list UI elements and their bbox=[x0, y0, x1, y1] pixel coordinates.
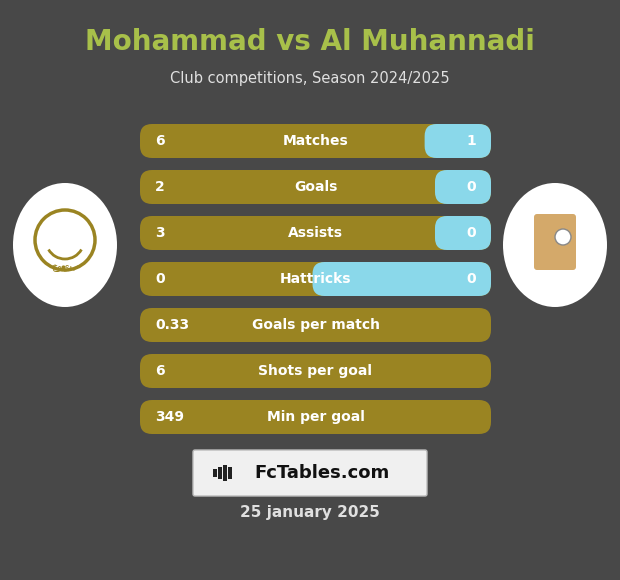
Text: خويب: خويب bbox=[51, 262, 79, 272]
FancyBboxPatch shape bbox=[140, 400, 491, 434]
Bar bbox=[228, 467, 231, 479]
Text: Hattricks: Hattricks bbox=[280, 272, 352, 286]
Text: 6: 6 bbox=[155, 364, 165, 378]
Text: 1: 1 bbox=[466, 134, 476, 148]
Circle shape bbox=[555, 229, 571, 245]
FancyBboxPatch shape bbox=[140, 262, 491, 296]
Text: 6: 6 bbox=[155, 134, 165, 148]
Text: 0: 0 bbox=[466, 272, 476, 286]
Text: Mohammad vs Al Muhannadi: Mohammad vs Al Muhannadi bbox=[85, 28, 535, 56]
Bar bbox=[223, 465, 226, 481]
FancyBboxPatch shape bbox=[140, 124, 491, 158]
Text: 349: 349 bbox=[155, 410, 184, 424]
FancyBboxPatch shape bbox=[140, 308, 491, 342]
Text: 0: 0 bbox=[155, 272, 165, 286]
Ellipse shape bbox=[13, 183, 117, 307]
Text: 3: 3 bbox=[155, 226, 165, 240]
Bar bbox=[213, 469, 216, 477]
Text: Matches: Matches bbox=[283, 134, 348, 148]
Text: Goals per match: Goals per match bbox=[252, 318, 379, 332]
FancyBboxPatch shape bbox=[425, 124, 491, 158]
FancyBboxPatch shape bbox=[193, 450, 427, 496]
FancyBboxPatch shape bbox=[435, 216, 491, 250]
Text: 0: 0 bbox=[466, 180, 476, 194]
Text: 2: 2 bbox=[155, 180, 165, 194]
Text: Min per goal: Min per goal bbox=[267, 410, 365, 424]
Ellipse shape bbox=[503, 183, 607, 307]
Text: Shots per goal: Shots per goal bbox=[259, 364, 373, 378]
Bar bbox=[218, 467, 221, 479]
Text: Assists: Assists bbox=[288, 226, 343, 240]
Text: FcTables.com: FcTables.com bbox=[254, 464, 389, 482]
Text: Club competitions, Season 2024/2025: Club competitions, Season 2024/2025 bbox=[170, 71, 450, 85]
FancyBboxPatch shape bbox=[435, 170, 491, 204]
FancyBboxPatch shape bbox=[312, 262, 491, 296]
Text: Goals: Goals bbox=[294, 180, 337, 194]
Text: 0: 0 bbox=[466, 226, 476, 240]
Text: 25 january 2025: 25 january 2025 bbox=[240, 505, 380, 520]
Text: 0.33: 0.33 bbox=[155, 318, 189, 332]
FancyBboxPatch shape bbox=[140, 170, 491, 204]
FancyBboxPatch shape bbox=[140, 354, 491, 388]
FancyBboxPatch shape bbox=[534, 214, 576, 270]
FancyBboxPatch shape bbox=[140, 216, 491, 250]
